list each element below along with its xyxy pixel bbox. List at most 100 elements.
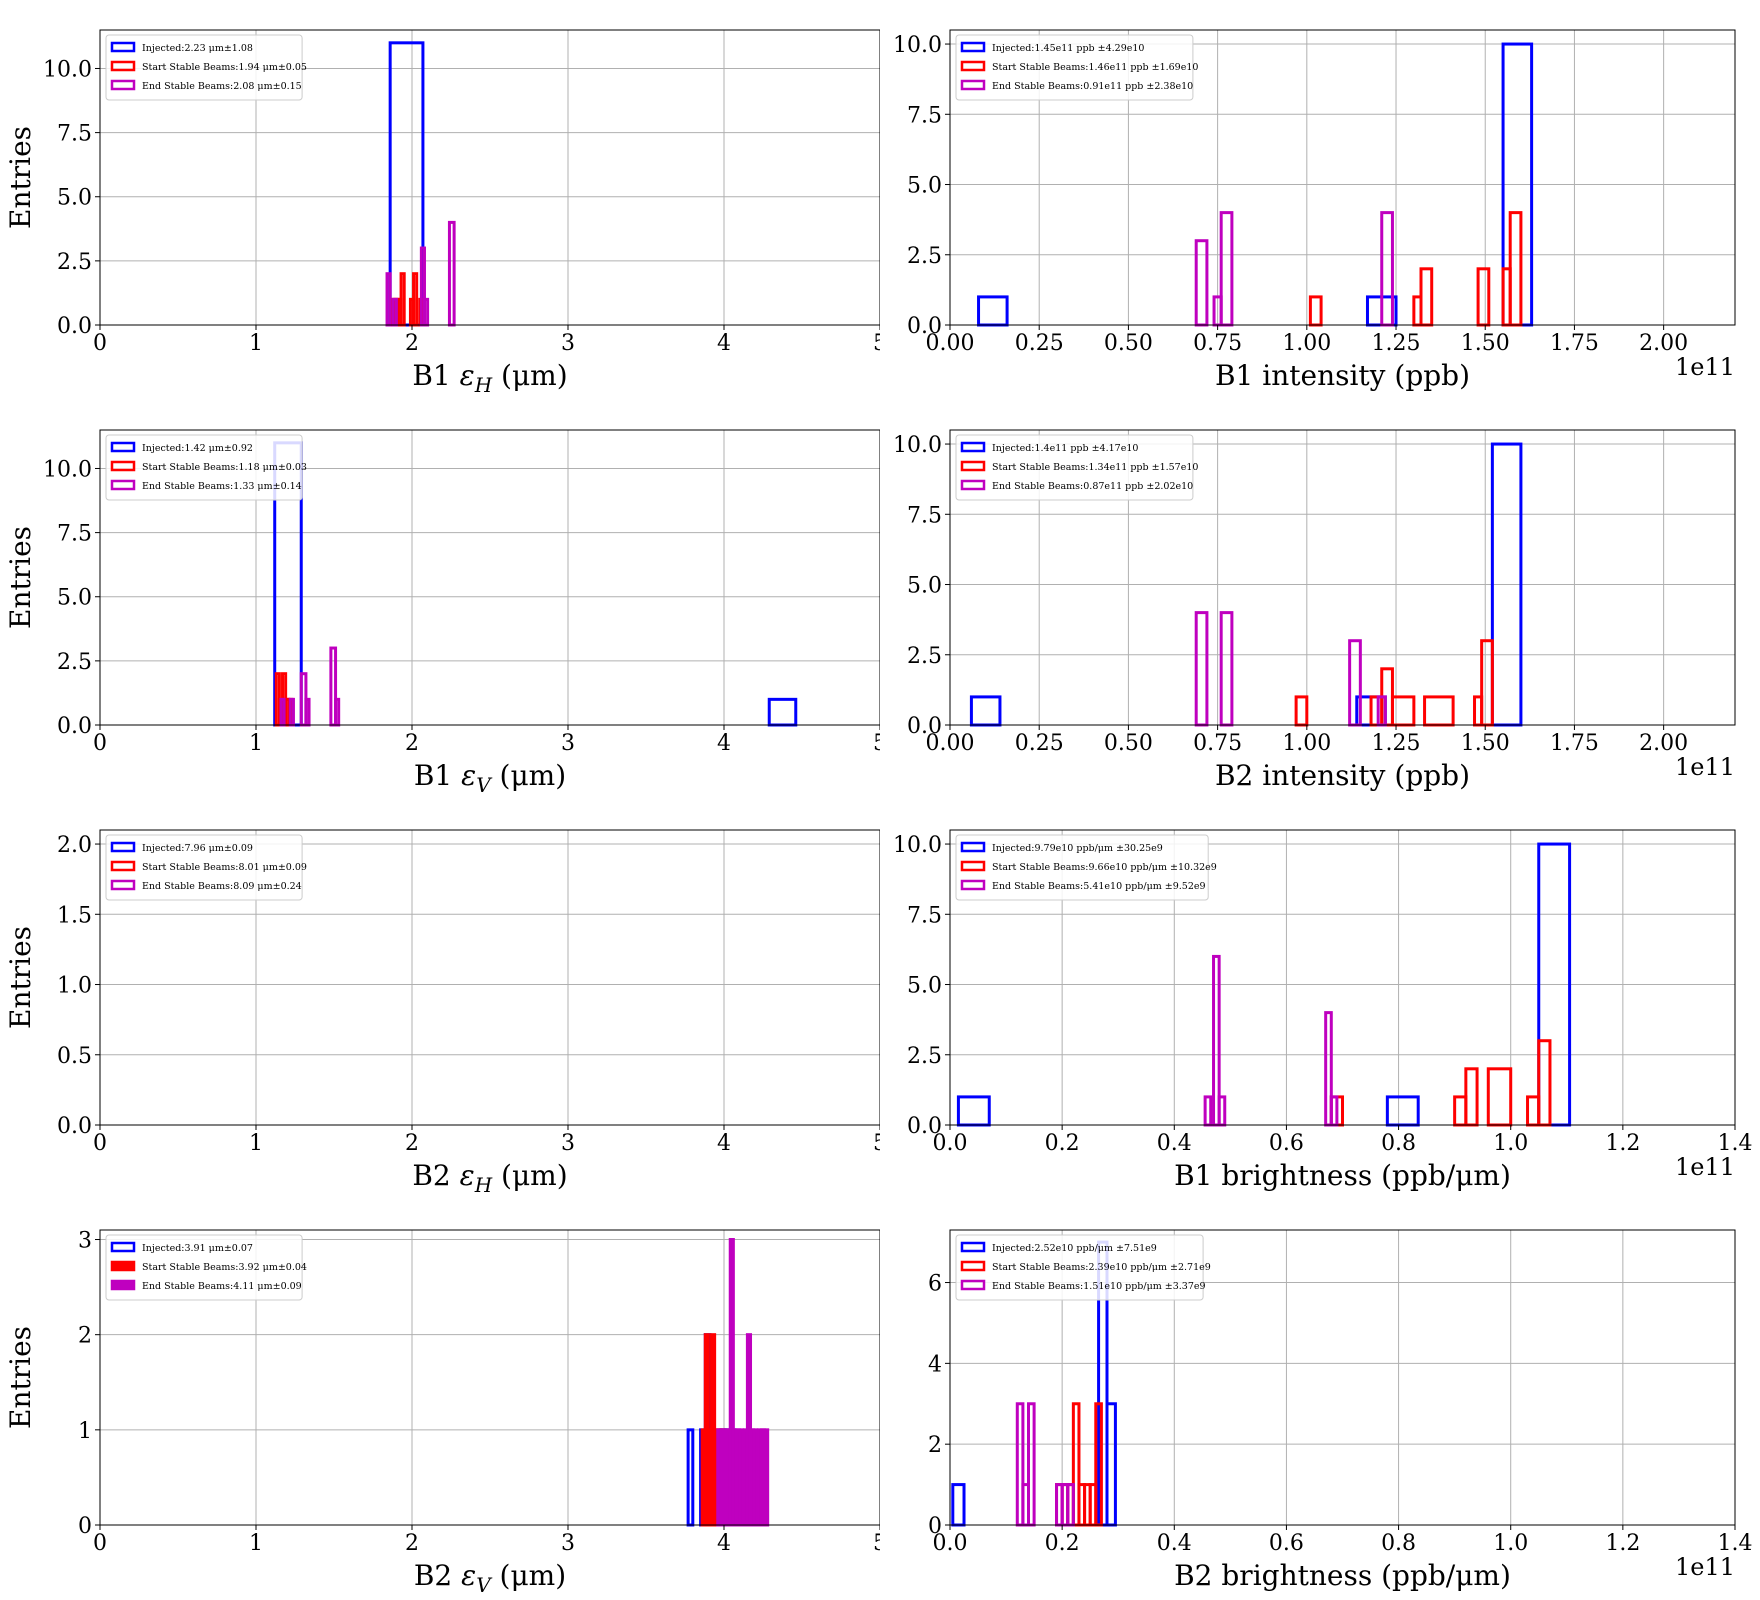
x-tick-label: 2.00 <box>1639 731 1688 756</box>
x-tick-label: 0.2 <box>1045 1131 1080 1156</box>
x-tick-label: 0.50 <box>1104 331 1153 356</box>
histogram-bar <box>422 297 430 327</box>
series-2 <box>1294 639 1494 727</box>
x-tick-label: 1.25 <box>1372 331 1421 356</box>
histogram-bar <box>1453 1095 1468 1127</box>
y-tick-label: 7.5 <box>907 903 942 928</box>
plot-frame <box>949 429 1736 726</box>
x-tick-label: 2 <box>405 1531 419 1556</box>
x-tick-label: 1 <box>249 331 263 356</box>
x-tick-label: 2 <box>405 731 419 756</box>
y-tick-label: 7.5 <box>907 503 942 528</box>
histogram-svg: 0.0 0.2 0.4 0.6 0.8 1.0 1.2 1.4 0 2 4 6 B2 brightnes… <box>928 1229 1753 1592</box>
legend-entry: Injected:2.23 μm±1.08 <box>142 43 253 54</box>
y-tick-label: 0.0 <box>907 314 942 339</box>
histogram-bar <box>1027 1402 1036 1527</box>
legend-entry: Injected:1.4e11 ppb ±4.17e10 <box>992 443 1138 454</box>
y-tick-label: 1.5 <box>57 903 92 928</box>
histogram-bar <box>969 695 1002 727</box>
x-tick-label: 0.25 <box>1015 731 1064 756</box>
histogram-bar <box>1526 1095 1541 1127</box>
plot-frame <box>949 829 1736 1126</box>
x-tick-label: 5 <box>873 731 880 756</box>
y-tick-label: 0.0 <box>57 1114 92 1139</box>
legend: Injected:1.4e11 ppb ±4.17e10 Start Stable… <box>955 434 1198 501</box>
axis-offset-label: 1e11 <box>1675 1153 1735 1181</box>
x-tick-label: 4 <box>717 731 731 756</box>
histogram-bar <box>767 697 798 727</box>
x-tick-label: 0.75 <box>1193 331 1242 356</box>
x-tick-label: 2.00 <box>1639 331 1688 356</box>
x-tick-label: 0.6 <box>1269 1531 1304 1556</box>
x-tick-label: 0 <box>93 1131 107 1156</box>
legend-swatch <box>960 41 986 53</box>
legend-entry: Start Stable Beams:1.46e11 ppb ±1.69e10 <box>992 62 1198 73</box>
histogram-svg: 0 1 2 3 4 5 0.0 2.5 5.0 7.5 10.0 B1 εV (μm) Entries I… <box>4 429 880 797</box>
x-tick-label: 0.8 <box>1381 1131 1416 1156</box>
histogram-svg: 0 1 2 3 4 5 0.0 2.5 5.0 7.5 10.0 B1 εH (μm) Entries I… <box>4 29 880 397</box>
histogram-panel-2: 0.00 0.25 0.50 0.75 1.00 1.25 1.50 1.75 2.00 0.0 2… <box>880 0 1760 400</box>
x-tick-label: 0.00 <box>926 331 975 356</box>
histogram-bar <box>1308 295 1323 327</box>
legend-box <box>955 434 1194 501</box>
x-tick-label: 0 <box>93 731 107 756</box>
x-axis-title: B2 εV (μm) <box>414 1559 566 1597</box>
y-tick-label: 1 <box>78 1419 92 1444</box>
y-tick-label: 2.5 <box>907 644 942 669</box>
plot-frame <box>99 29 880 326</box>
legend: Injected:7.96 μm±0.09 Start Stable Beams:… <box>105 834 307 901</box>
y-tick-label: 10.0 <box>893 433 942 458</box>
legend-swatch <box>110 79 136 91</box>
x-tick-label: 1.50 <box>1461 731 1510 756</box>
x-tick-label: 3 <box>561 731 575 756</box>
x-tick-label: 0.75 <box>1193 731 1242 756</box>
legend-entry: Start Stable Beams:1.94 μm±0.05 <box>142 62 307 73</box>
legend-swatch <box>110 841 136 853</box>
y-tick-label: 2.0 <box>57 833 92 858</box>
y-tick-label: 7.5 <box>57 122 92 147</box>
series-3 <box>279 646 341 727</box>
legend-swatch <box>960 60 986 72</box>
x-tick-label: 3 <box>561 331 575 356</box>
axis-offset-label: 1e11 <box>1675 1553 1735 1581</box>
y-tick-label: 3 <box>78 1229 92 1254</box>
x-axis-title: B1 intensity (ppb) <box>1215 359 1470 392</box>
histogram-bar <box>977 295 1009 327</box>
histogram-svg: 0.00 0.25 0.50 0.75 1.00 1.25 1.50 1.75 2.00 0.0 2… <box>893 29 1736 392</box>
y-tick-label: 0.0 <box>907 714 942 739</box>
x-tick-label: 1 <box>249 1131 263 1156</box>
x-tick-label: 1.25 <box>1372 731 1421 756</box>
y-tick-label: 5.0 <box>57 586 92 611</box>
histogram-bar <box>1508 211 1523 327</box>
legend-box <box>105 434 303 501</box>
histogram-panel-5: 0 1 2 3 4 5 0.0 0.5 1.0 1.5 2.0 B2 εH (μm) Entries In… <box>0 800 880 1200</box>
histogram-bar <box>1486 1067 1513 1127</box>
histogram-bar <box>951 1483 966 1527</box>
legend-swatch <box>960 841 986 853</box>
y-tick-label: 0.5 <box>57 1044 92 1069</box>
x-axis-title: B1 brightness (ppb/μm) <box>1174 1159 1511 1192</box>
x-tick-label: 1.0 <box>1493 1531 1528 1556</box>
legend-entry: Start Stable Beams:1.18 μm±0.03 <box>142 462 307 473</box>
histogram-bar <box>1476 267 1491 327</box>
x-tick-label: 1.00 <box>1282 731 1331 756</box>
histogram-bar <box>1219 211 1234 327</box>
histogram-panel-8: 0.0 0.2 0.4 0.6 0.8 1.0 1.2 1.4 0 2 4 6 B2 brightnes… <box>880 1200 1760 1600</box>
x-tick-label: 0.6 <box>1269 1131 1304 1156</box>
y-tick-label: 2 <box>78 1324 92 1349</box>
legend: Injected:2.23 μm±1.08 Start Stable Beams:… <box>105 34 307 101</box>
x-tick-label: 3 <box>561 1131 575 1156</box>
histogram-bar <box>447 220 456 327</box>
legend-swatch <box>110 1260 136 1272</box>
legend-swatch <box>110 479 136 491</box>
x-axis-title: B1 εV (μm) <box>414 759 566 797</box>
histogram-bar <box>1464 1067 1479 1127</box>
legend-entry: End Stable Beams:1.51e10 ppb/μm ±3.37e9 <box>992 1281 1206 1292</box>
legend-swatch <box>960 441 986 453</box>
histogram-bar <box>385 272 392 327</box>
x-axis-title: B2 εH (μm) <box>412 1159 567 1197</box>
legend-swatch <box>960 879 986 891</box>
plot-frame <box>99 429 880 726</box>
x-axis-title: B2 brightness (ppb/μm) <box>1174 1559 1511 1592</box>
